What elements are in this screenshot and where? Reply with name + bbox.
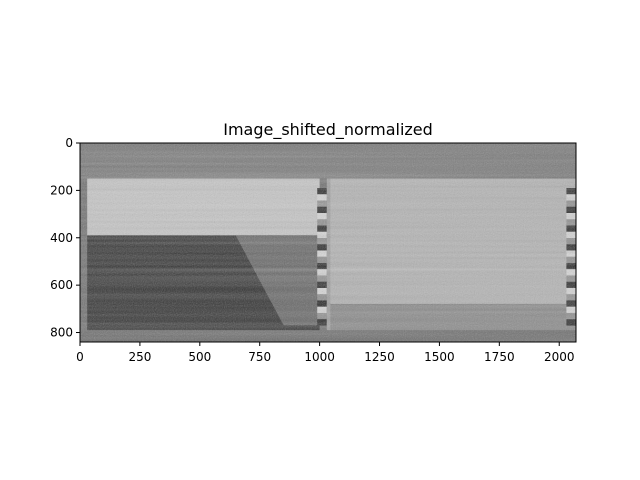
x-tick-label: 1250 [364,350,395,364]
x-tick-label: 1750 [484,350,515,364]
x-tick-label: 1500 [424,350,455,364]
x-tick-label: 2000 [544,350,575,364]
heatmap-image [80,143,576,342]
chart-title: Image_shifted_normalized [223,120,433,140]
x-tick-label: 1000 [304,350,335,364]
grain-noise [80,143,576,342]
x-tick-label: 0 [76,350,84,364]
x-tick-label: 750 [248,350,271,364]
x-tick-label: 250 [128,350,151,364]
y-tick-label: 800 [50,326,73,340]
x-tick-label: 500 [188,350,211,364]
y-axis: 0 200 400 600 800 [50,136,80,340]
y-tick-label: 0 [65,136,73,150]
y-tick-label: 600 [50,278,73,292]
y-tick-label: 400 [50,231,73,245]
axes-frame [79,142,577,343]
y-tick-label: 200 [50,183,73,197]
x-axis: 0 250 500 750 1000 1250 1500 1750 2000 [76,342,575,364]
